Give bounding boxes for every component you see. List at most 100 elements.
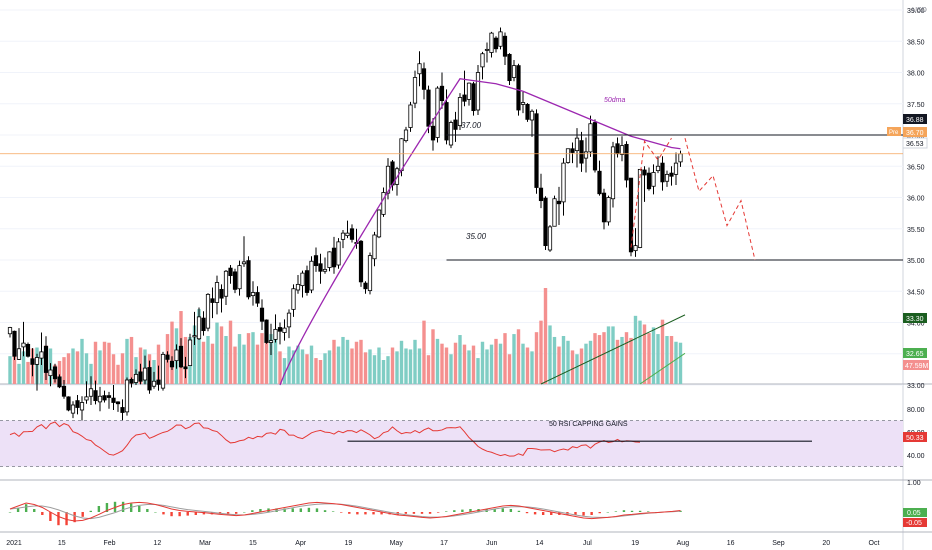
candle-body[interactable] (606, 197, 611, 223)
candle-body[interactable] (520, 102, 526, 105)
candle-body[interactable] (448, 122, 454, 146)
candle-body[interactable] (651, 172, 656, 187)
candle-body[interactable] (664, 173, 670, 182)
candle-body[interactable] (673, 162, 679, 175)
candle-body[interactable] (367, 255, 373, 292)
candle-body[interactable] (147, 367, 152, 391)
candle-body[interactable] (241, 261, 247, 265)
candle-body[interactable] (201, 317, 206, 332)
candle-body[interactable] (484, 48, 490, 51)
candle-body[interactable] (174, 349, 179, 362)
candle-body[interactable] (93, 390, 98, 402)
candle-body[interactable] (628, 177, 634, 253)
candle-body[interactable] (156, 379, 161, 385)
candle-body[interactable] (574, 137, 580, 152)
candle-body[interactable] (511, 65, 517, 78)
candle-body[interactable] (102, 395, 107, 401)
candle-body[interactable] (273, 328, 278, 340)
candle-body[interactable] (223, 270, 229, 297)
candle-body[interactable] (142, 367, 148, 381)
candle-body[interactable] (12, 330, 17, 357)
candle-body[interactable] (205, 293, 211, 329)
candle-body[interactable] (556, 200, 562, 205)
candle-body[interactable] (408, 104, 413, 128)
candle-body[interactable] (412, 77, 418, 104)
time-axis[interactable]: 2021 15 Feb 12 Mar 15 Apr 19 May 17 Jun 14 Jul 19 Aug 1… (6, 540, 879, 547)
candle-body[interactable] (547, 226, 553, 251)
candle-body[interactable] (579, 140, 584, 164)
candle-body[interactable] (196, 316, 202, 340)
candle-body[interactable] (426, 89, 431, 127)
candle-body[interactable] (399, 138, 404, 172)
candle-body[interactable] (516, 65, 521, 111)
candle-body[interactable] (669, 172, 674, 177)
candle-body[interactable] (34, 357, 40, 365)
candle-body[interactable] (570, 148, 575, 153)
candle-body[interactable] (534, 113, 539, 188)
candle-body[interactable] (228, 267, 233, 277)
candlestick-series[interactable] (7, 27, 683, 425)
candle-body[interactable] (75, 400, 80, 408)
candle-body[interactable] (552, 198, 557, 227)
candle-body[interactable] (507, 53, 512, 82)
candle-body[interactable] (372, 234, 377, 260)
price-axis[interactable]: 39.0038.5038.0037.5037.0036.5036.0035.50… (907, 8, 925, 390)
candle-body[interactable] (655, 165, 661, 172)
candle-body[interactable] (48, 369, 53, 377)
candle-body[interactable] (160, 353, 166, 389)
candle-body[interactable] (381, 192, 386, 215)
candle-body[interactable] (561, 162, 566, 203)
candle-body[interactable] (480, 53, 485, 68)
candle-body[interactable] (151, 380, 157, 387)
candle-body[interactable] (358, 240, 364, 283)
candle-body[interactable] (66, 396, 71, 411)
candle-body[interactable] (165, 354, 170, 360)
candle-body[interactable] (133, 373, 139, 383)
candle-body[interactable] (642, 169, 647, 176)
candle-body[interactable] (79, 402, 85, 411)
candle-body[interactable] (363, 282, 368, 290)
candle-body[interactable] (214, 282, 220, 303)
candle-body[interactable] (327, 251, 332, 268)
candle-body[interactable] (97, 395, 103, 403)
candle-body[interactable] (52, 366, 58, 380)
candle-body[interactable] (124, 379, 130, 413)
candle-body[interactable] (264, 319, 269, 343)
candle-body[interactable] (111, 397, 116, 403)
candle-body[interactable] (457, 97, 463, 127)
candle-body[interactable] (583, 151, 589, 159)
candle-body[interactable] (169, 360, 175, 368)
candle-body[interactable] (529, 110, 535, 121)
candle-body[interactable] (70, 404, 76, 414)
candle-body[interactable] (219, 288, 224, 299)
candle-body[interactable] (250, 292, 256, 297)
candle-body[interactable] (7, 327, 13, 335)
candle-body[interactable] (237, 265, 242, 290)
candle-body[interactable] (592, 122, 598, 171)
candle-body[interactable] (565, 148, 571, 163)
candle-body[interactable] (187, 339, 193, 367)
candle-body[interactable] (678, 153, 683, 163)
candle-body[interactable] (129, 378, 134, 384)
candle-body[interactable] (318, 263, 323, 272)
candle-body[interactable] (588, 123, 593, 153)
candle-body[interactable] (619, 145, 625, 155)
candle-body[interactable] (313, 255, 319, 267)
candle-body[interactable] (430, 125, 436, 141)
candle-body[interactable] (259, 307, 265, 322)
candle-body[interactable] (385, 165, 391, 194)
candle-body[interactable] (106, 395, 112, 398)
candle-body[interactable] (439, 85, 445, 102)
candle-body[interactable] (376, 209, 382, 238)
candle-body[interactable] (615, 143, 620, 155)
candle-body[interactable] (633, 245, 638, 252)
candle-body[interactable] (88, 388, 94, 397)
candle-body[interactable] (525, 103, 530, 120)
candle-body[interactable] (453, 119, 458, 130)
candle-body[interactable] (538, 187, 544, 202)
candle-body[interactable] (610, 146, 616, 200)
candle-body[interactable] (300, 272, 305, 287)
candle-body[interactable] (309, 260, 314, 291)
candle-body[interactable] (16, 348, 22, 360)
candle-body[interactable] (115, 401, 121, 405)
